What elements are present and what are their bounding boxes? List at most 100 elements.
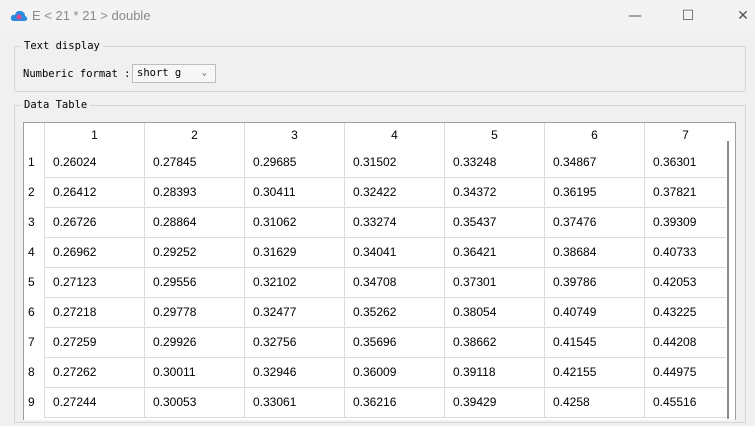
table-cell[interactable]: 0.32102 <box>245 268 345 298</box>
column-header[interactable]: 4 <box>345 123 445 148</box>
table-cell[interactable]: 0.27244 <box>45 388 145 418</box>
row-header[interactable]: 8 <box>24 358 45 388</box>
app-cloud-icon <box>10 10 28 21</box>
table-cell[interactable]: 0.32477 <box>245 298 345 328</box>
table-cell[interactable]: 0.32422 <box>345 178 445 208</box>
table-cell[interactable]: 0.38662 <box>445 328 545 358</box>
table-cell[interactable]: 0.37301 <box>445 268 545 298</box>
row-header[interactable]: 7 <box>24 328 45 358</box>
table-cell[interactable]: 0.30053 <box>145 388 245 418</box>
table-row: 2 0.26412 0.28393 0.30411 0.32422 0.34372 0.36… <box>24 178 726 208</box>
table-cell[interactable]: 0.38054 <box>445 298 545 328</box>
row-header[interactable]: 3 <box>24 208 45 238</box>
table-row: 8 0.27262 0.30011 0.32946 0.36009 0.39118 0.42… <box>24 358 726 388</box>
table-cell[interactable]: 0.39429 <box>445 388 545 418</box>
table-cell[interactable]: 0.27845 <box>145 148 245 178</box>
table-cell[interactable]: 0.33061 <box>245 388 345 418</box>
table-cell[interactable]: 0.37821 <box>645 178 726 208</box>
row-header[interactable]: 5 <box>24 268 45 298</box>
table-cell[interactable]: 0.38684 <box>545 238 645 268</box>
table-cell[interactable]: 0.33274 <box>345 208 445 238</box>
table-cell[interactable]: 0.31629 <box>245 238 345 268</box>
column-header[interactable]: 5 <box>445 123 545 148</box>
table-cell[interactable]: 0.31062 <box>245 208 345 238</box>
table-cell[interactable]: 0.36195 <box>545 178 645 208</box>
table-cell[interactable]: 0.35696 <box>345 328 445 358</box>
table-cell[interactable]: 0.39118 <box>445 358 545 388</box>
column-header[interactable]: 2 <box>145 123 245 148</box>
table-cell[interactable]: 0.40749 <box>545 298 645 328</box>
row-header[interactable]: 4 <box>24 238 45 268</box>
vertical-scrollbar[interactable] <box>727 141 729 419</box>
table-cell[interactable]: 0.43225 <box>645 298 726 328</box>
table-cell[interactable]: 0.30011 <box>145 358 245 388</box>
title-bar: E < 21 * 21 > double — ☐ ✕ <box>0 0 755 32</box>
table-cell[interactable]: 0.26024 <box>45 148 145 178</box>
table-cell[interactable]: 0.33248 <box>445 148 545 178</box>
row-header[interactable]: 1 <box>24 148 45 178</box>
table-row: 5 0.27123 0.29556 0.32102 0.34708 0.37301 0.39… <box>24 268 726 298</box>
table-cell[interactable]: 0.26962 <box>45 238 145 268</box>
text-display-group: Text display Numberic format : short g ⌄ <box>14 39 746 92</box>
numeric-format-select[interactable]: short g ⌄ <box>132 64 216 83</box>
table-cell[interactable]: 0.36009 <box>345 358 445 388</box>
table-cell[interactable]: 0.32756 <box>245 328 345 358</box>
maximize-button[interactable]: ☐ <box>681 8 695 24</box>
row-header[interactable]: 9 <box>24 388 45 418</box>
table-cell[interactable]: 0.34867 <box>545 148 645 178</box>
row-header[interactable]: 2 <box>24 178 45 208</box>
close-button[interactable]: ✕ <box>737 8 749 24</box>
minimize-button[interactable]: — <box>628 8 642 24</box>
table-cell[interactable]: 0.35437 <box>445 208 545 238</box>
row-header[interactable]: 6 <box>24 298 45 328</box>
table-cell[interactable]: 0.42053 <box>645 268 726 298</box>
table-cell[interactable]: 0.27259 <box>45 328 145 358</box>
text-display-legend: Text display <box>21 39 103 53</box>
column-header[interactable]: 6 <box>545 123 645 148</box>
table-cell[interactable]: 0.29556 <box>145 268 245 298</box>
table-cell[interactable]: 0.29252 <box>145 238 245 268</box>
table-cell[interactable]: 0.26726 <box>45 208 145 238</box>
table-cell[interactable]: 0.36301 <box>645 148 726 178</box>
table-cell[interactable]: 0.28864 <box>145 208 245 238</box>
table-cell[interactable]: 0.35262 <box>345 298 445 328</box>
table-cell[interactable]: 0.39786 <box>545 268 645 298</box>
table-cell[interactable]: 0.36216 <box>345 388 445 418</box>
table-row: 7 0.27259 0.29926 0.32756 0.35696 0.38662 0.41… <box>24 328 726 358</box>
table-cell[interactable]: 0.34041 <box>345 238 445 268</box>
table-cell[interactable]: 0.44208 <box>645 328 726 358</box>
table-cell[interactable]: 0.34372 <box>445 178 545 208</box>
table-cell[interactable]: 0.42155 <box>545 358 645 388</box>
table-cell[interactable]: 0.34708 <box>345 268 445 298</box>
table-cell[interactable]: 0.4258 <box>545 388 645 418</box>
window-title: E < 21 * 21 > double <box>32 8 151 23</box>
table-cell[interactable]: 0.29685 <box>245 148 345 178</box>
corner-cell <box>24 123 45 148</box>
table-cell[interactable]: 0.45516 <box>645 388 726 418</box>
table-cell[interactable]: 0.26412 <box>45 178 145 208</box>
table-row: 6 0.27218 0.29778 0.32477 0.35262 0.38054 0.40… <box>24 298 726 328</box>
table-cell[interactable]: 0.27123 <box>45 268 145 298</box>
table-cell[interactable]: 0.29926 <box>145 328 245 358</box>
table-cell[interactable]: 0.27262 <box>45 358 145 388</box>
data-table-legend: Data Table <box>21 98 91 112</box>
table-cell[interactable]: 0.28393 <box>145 178 245 208</box>
table-cell[interactable]: 0.41545 <box>545 328 645 358</box>
table-cell[interactable]: 0.32946 <box>245 358 345 388</box>
table-cell[interactable]: 0.36421 <box>445 238 545 268</box>
table-cell[interactable]: 0.37476 <box>545 208 645 238</box>
table-cell[interactable]: 0.31502 <box>345 148 445 178</box>
numeric-format-value: short g <box>137 67 182 79</box>
table-cell[interactable]: 0.39309 <box>645 208 726 238</box>
column-header[interactable]: 7 <box>682 128 689 142</box>
table-row: 1 0.26024 0.27845 0.29685 0.31502 0.33248 0.34… <box>24 148 726 178</box>
table-cell[interactable]: 0.29778 <box>145 298 245 328</box>
column-header[interactable]: 3 <box>245 123 345 148</box>
table-cell[interactable]: 0.27218 <box>45 298 145 328</box>
table-cell[interactable]: 0.30411 <box>245 178 345 208</box>
column-header[interactable]: 1 <box>45 123 145 148</box>
table-cell[interactable]: 0.44975 <box>645 358 726 388</box>
table-cell[interactable]: 0.40733 <box>645 238 726 268</box>
